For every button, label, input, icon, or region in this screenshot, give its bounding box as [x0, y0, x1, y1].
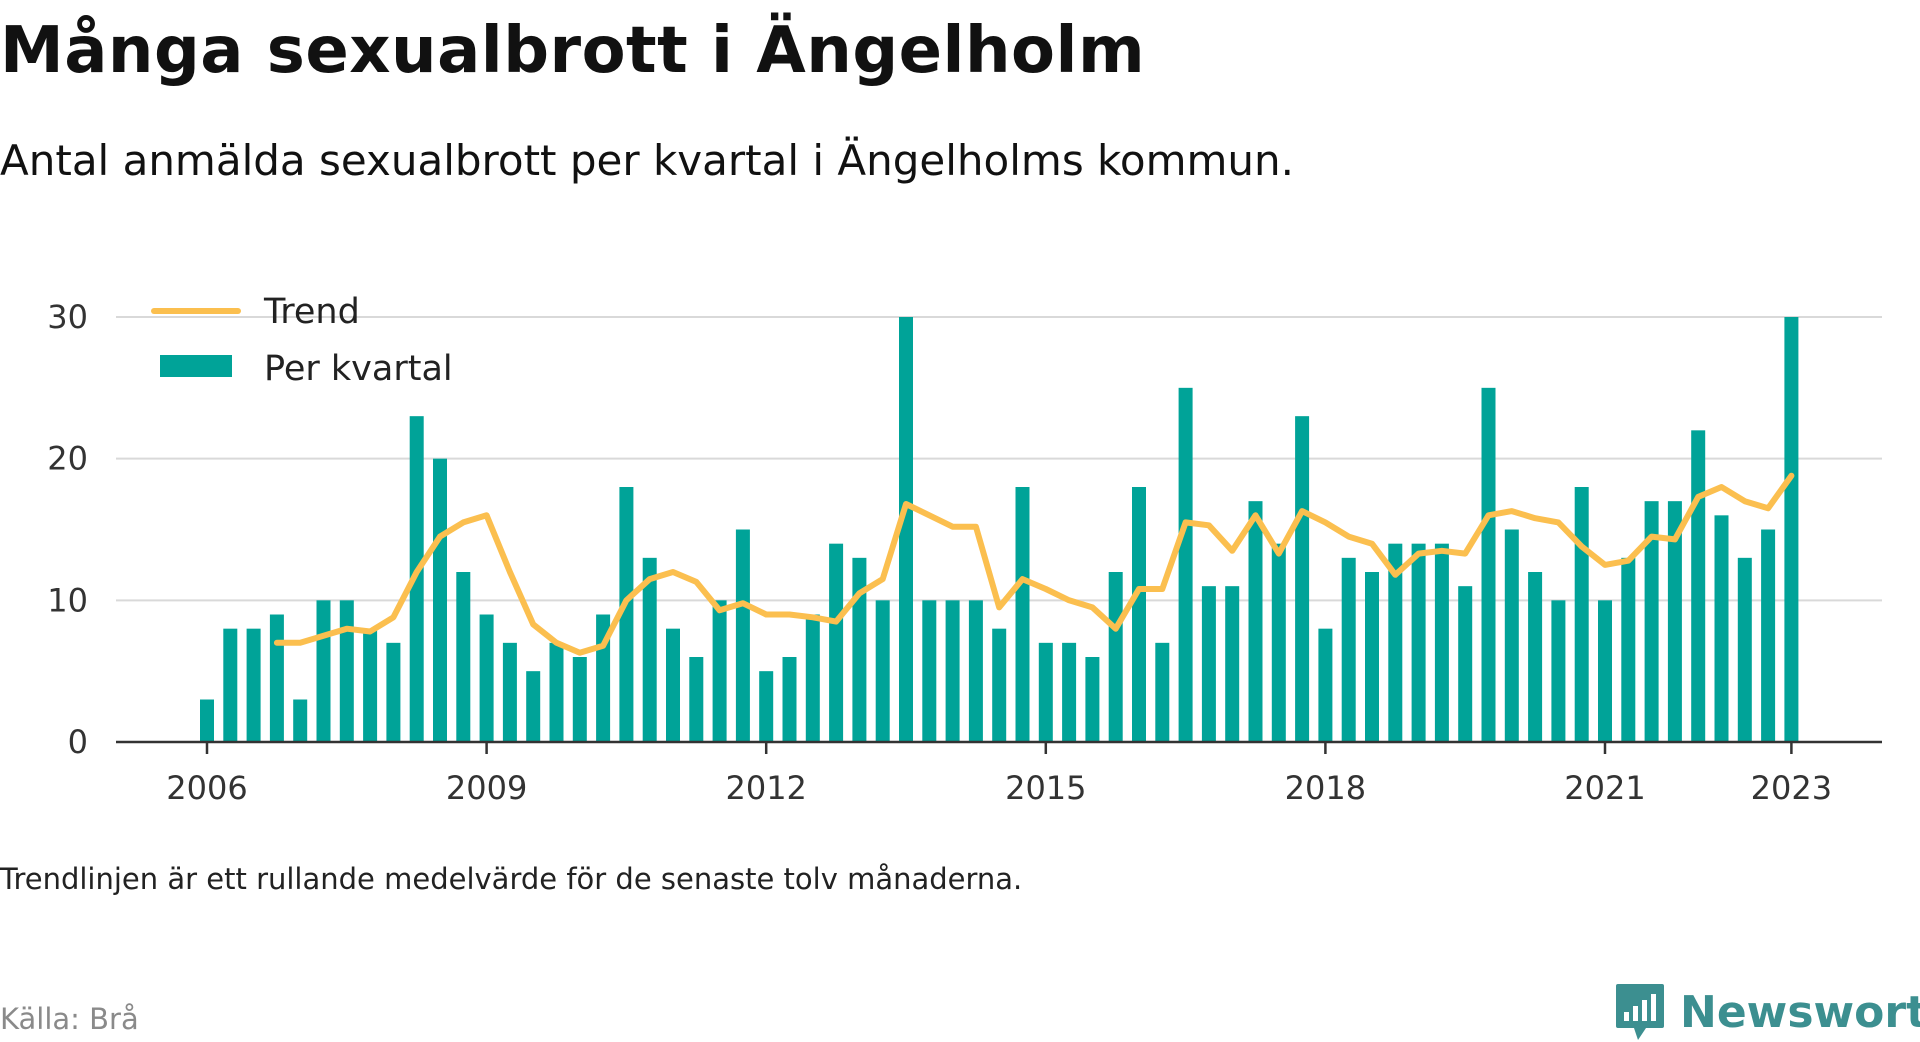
- bar: [945, 600, 960, 742]
- bar: [1784, 317, 1799, 742]
- bar: [1201, 586, 1216, 742]
- bar: [922, 600, 937, 742]
- bar: [479, 614, 494, 742]
- bar: [1038, 642, 1053, 742]
- footnote: Trendlinjen är ett rullande medelvärde f…: [0, 862, 1023, 896]
- bar: [1458, 586, 1473, 742]
- bar: [1341, 557, 1356, 742]
- bar: [642, 557, 657, 742]
- chart: 0 10 20 30 2006 2009 2012 2015 2018 2021 2023 Tre…: [47, 292, 1882, 807]
- bar: [1015, 487, 1030, 742]
- bar: [200, 699, 214, 742]
- bar: [852, 557, 867, 742]
- bar: [1248, 501, 1263, 742]
- trend-line: [273, 472, 1795, 656]
- bar: [293, 699, 308, 742]
- newsworthy-logo-icon: [1616, 984, 1664, 1040]
- bar: [782, 657, 797, 742]
- bar: [805, 614, 820, 742]
- x-tick-label: 2015: [1005, 769, 1086, 807]
- bar: [433, 458, 447, 742]
- bar: [1621, 557, 1636, 742]
- bar: [1062, 642, 1077, 742]
- bar: [735, 529, 750, 742]
- x-axis-labels: 2006 2009 2012 2015 2018 2021 2023: [166, 742, 1832, 807]
- bar: [875, 600, 890, 742]
- bar: [1691, 430, 1706, 742]
- x-tick-label: 2018: [1285, 769, 1366, 807]
- x-tick-label: 2012: [725, 769, 806, 807]
- bar: [456, 572, 471, 742]
- source-note: Källa: Brå: [0, 1002, 139, 1036]
- bar: [1132, 487, 1146, 742]
- bar: [339, 600, 354, 742]
- bar: [1085, 657, 1100, 742]
- bar: [269, 614, 284, 742]
- bar: [1761, 529, 1776, 742]
- bar: [1504, 529, 1519, 742]
- bar: [526, 671, 541, 742]
- chart-subtitle: Antal anmälda sexualbrott per kvartal i …: [0, 136, 1294, 185]
- bar: [363, 628, 378, 742]
- bar: [1411, 543, 1426, 742]
- bar: [1178, 387, 1193, 742]
- y-axis-labels: 0 10 20 30: [47, 298, 88, 761]
- bars-per-kvartal: [200, 317, 1799, 742]
- trend-series: [273, 472, 1795, 656]
- bar: [992, 628, 1007, 742]
- bar: [1108, 572, 1123, 742]
- bar: [1295, 416, 1310, 742]
- bar: [712, 600, 727, 742]
- bar: [1318, 628, 1333, 742]
- bar: [1365, 572, 1379, 742]
- x-tick-label: 2006: [166, 769, 247, 807]
- bar: [316, 600, 331, 742]
- x-tick-label: 2023: [1751, 769, 1832, 807]
- legend-bar-swatch: [160, 355, 232, 377]
- bar: [1481, 387, 1496, 742]
- brand-logo: Newsworthy: [1614, 982, 1920, 1042]
- bar: [759, 671, 774, 742]
- legend: Trend Per kvartal: [151, 292, 453, 389]
- bar: [1551, 600, 1566, 742]
- bar: [1434, 543, 1449, 742]
- x-tick-label: 2009: [446, 769, 527, 807]
- bar: [899, 317, 913, 742]
- bar: [1155, 642, 1170, 742]
- x-tick-label: 2021: [1564, 769, 1645, 807]
- bar: [1667, 501, 1682, 742]
- y-tick-label: 30: [47, 298, 88, 336]
- bar: [386, 642, 401, 742]
- bar: [1598, 600, 1612, 742]
- bar: [1225, 586, 1240, 742]
- bar: [549, 642, 564, 742]
- bar: [968, 600, 983, 742]
- bar: [409, 416, 424, 742]
- bar: [1644, 501, 1659, 742]
- bar: [689, 657, 704, 742]
- bar: [1574, 487, 1589, 742]
- bar: [223, 628, 238, 742]
- bar: [502, 642, 517, 742]
- bar: [1528, 572, 1543, 742]
- bar: [1271, 543, 1286, 742]
- brand-name: Newsworthy: [1680, 986, 1920, 1038]
- legend-trend-label: Trend: [263, 292, 360, 332]
- y-tick-label: 0: [68, 723, 88, 761]
- y-tick-label: 10: [47, 581, 88, 619]
- bar: [246, 628, 261, 742]
- bar: [619, 487, 634, 742]
- bar: [1388, 543, 1403, 742]
- bar: [572, 657, 587, 742]
- bar: [666, 628, 680, 742]
- bar: [829, 543, 844, 742]
- bar: [1737, 557, 1752, 742]
- bar: [1714, 515, 1729, 742]
- y-tick-label: 20: [47, 440, 88, 478]
- legend-bar-label: Per kvartal: [264, 349, 453, 389]
- chart-title: Många sexualbrott i Ängelholm: [0, 14, 1146, 88]
